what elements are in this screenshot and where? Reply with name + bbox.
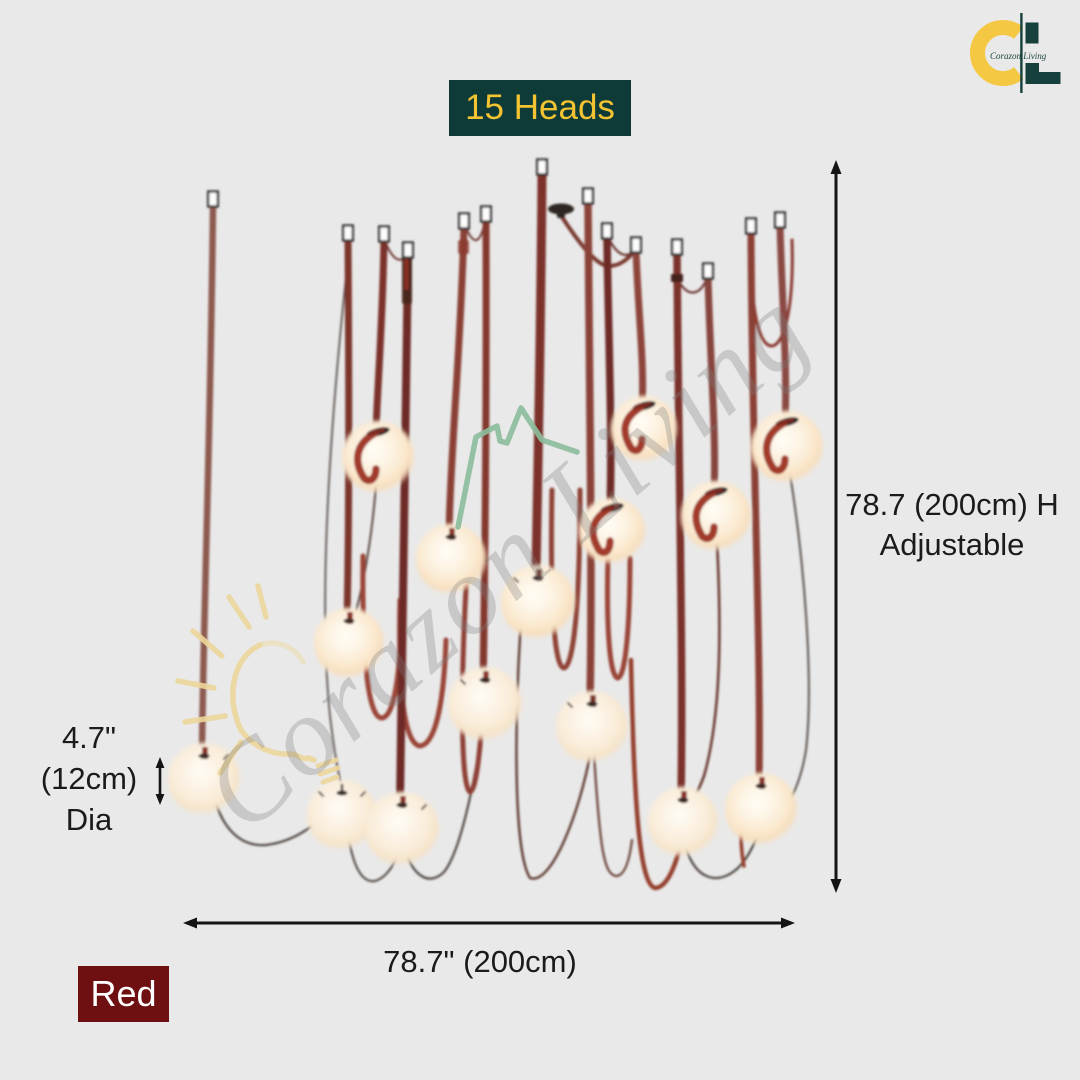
svg-text:Corazon Living: Corazon Living (181, 265, 833, 855)
svg-text:Corazon Living: Corazon Living (990, 51, 1047, 61)
